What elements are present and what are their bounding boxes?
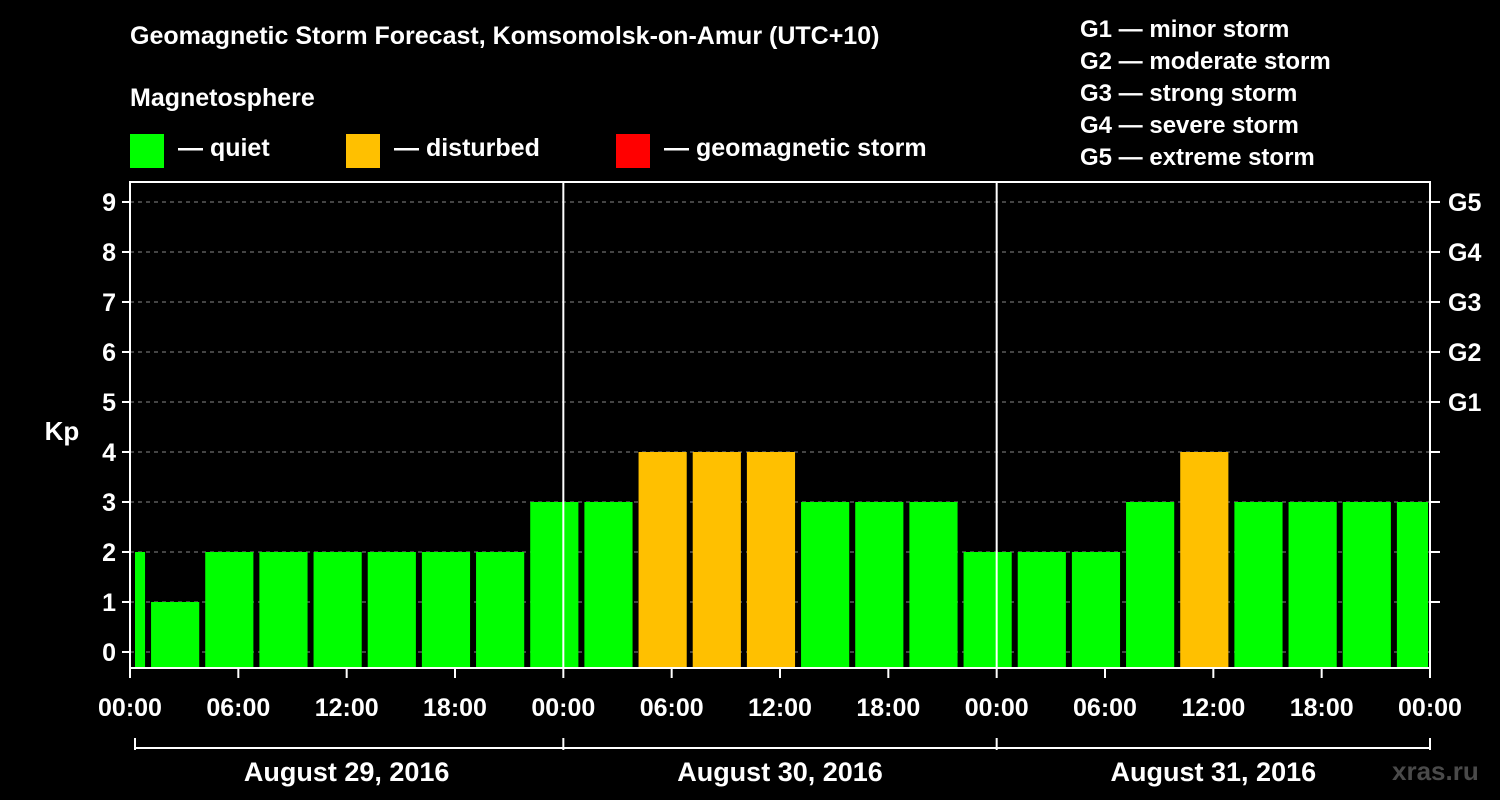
right-tick-label: G4 (1448, 239, 1481, 267)
day-label: August 31, 2016 (1111, 757, 1317, 787)
legend-heading: Magnetosphere (130, 84, 315, 112)
x-tick-label: 12:00 (315, 694, 379, 722)
y-tick-label: 3 (102, 489, 116, 517)
x-tick-label: 12:00 (748, 694, 812, 722)
y-tick-label: 9 (102, 189, 116, 217)
kp-bar (584, 502, 633, 668)
kp-bar (1288, 502, 1337, 668)
x-tick-label: 00:00 (1398, 694, 1462, 722)
kp-bar (313, 552, 362, 668)
y-tick-label: 8 (102, 239, 116, 267)
legend-label-quiet: — quiet (178, 134, 270, 162)
kp-bar (1342, 502, 1391, 668)
x-tick-label: 18:00 (423, 694, 487, 722)
storm-scale-g3: G3 — strong storm (1080, 80, 1298, 107)
kp-bar (421, 552, 471, 668)
kp-bar (530, 502, 579, 668)
kp-bar (151, 602, 200, 668)
legend-swatch-storm (616, 134, 650, 168)
kp-bar (638, 452, 687, 668)
storm-scale-g2: G2 — moderate storm (1080, 48, 1331, 75)
kp-bar (476, 552, 525, 668)
legend-label-disturbed: — disturbed (394, 134, 540, 162)
legend-swatch-quiet (130, 134, 164, 168)
kp-bar (963, 552, 1012, 668)
watermark: xras.ru (1392, 756, 1479, 786)
kp-bar (1234, 502, 1283, 668)
right-tick-label: G2 (1448, 339, 1481, 367)
day-label: August 30, 2016 (677, 757, 883, 787)
kp-bar (1071, 552, 1121, 668)
y-tick-label: 1 (102, 589, 116, 617)
kp-bar (801, 502, 850, 668)
x-tick-label: 06:00 (640, 694, 704, 722)
x-tick-label: 00:00 (965, 694, 1029, 722)
storm-scale-g4: G4 — severe storm (1080, 112, 1299, 139)
kp-bar (259, 552, 308, 668)
kp-bar (135, 552, 146, 668)
y-tick-label: 4 (102, 439, 116, 467)
kp-bar (909, 502, 958, 668)
y-axis-title: Kp (45, 416, 80, 446)
x-tick-label: 00:00 (98, 694, 162, 722)
x-tick-label: 06:00 (1073, 694, 1137, 722)
kp-bar (205, 552, 254, 668)
kp-bar (1126, 502, 1175, 668)
legend-swatch-disturbed (346, 134, 380, 168)
kp-bar (746, 452, 796, 668)
kp-bar (855, 502, 904, 668)
right-tick-label: G5 (1448, 189, 1481, 217)
kp-bar (692, 452, 741, 668)
legend-label-storm: — geomagnetic storm (664, 134, 927, 162)
right-tick-label: G3 (1448, 289, 1481, 317)
kp-bar (1017, 552, 1066, 668)
kp-bar (1396, 502, 1428, 668)
chart-title: Geomagnetic Storm Forecast, Komsomolsk-o… (130, 22, 880, 50)
day-label: August 29, 2016 (244, 757, 450, 787)
x-tick-label: 06:00 (206, 694, 270, 722)
y-tick-label: 2 (102, 539, 116, 567)
y-tick-label: 6 (102, 339, 116, 367)
storm-scale-g1: G1 — minor storm (1080, 16, 1290, 43)
y-tick-label: 7 (102, 289, 116, 317)
right-tick-label: G1 (1448, 389, 1481, 417)
x-tick-label: 18:00 (856, 694, 920, 722)
kp-bar (1180, 452, 1229, 668)
kp-bar (367, 552, 416, 668)
y-tick-label: 0 (102, 639, 116, 667)
x-tick-label: 00:00 (531, 694, 595, 722)
y-tick-label: 5 (102, 389, 116, 417)
x-tick-label: 18:00 (1290, 694, 1354, 722)
x-tick-label: 12:00 (1181, 694, 1245, 722)
storm-scale-g5: G5 — extreme storm (1080, 144, 1315, 171)
storm-scale-list: G1 — minor storm G2 — moderate storm G3 … (1080, 14, 1331, 174)
